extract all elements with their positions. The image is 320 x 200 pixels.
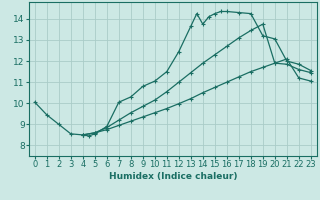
X-axis label: Humidex (Indice chaleur): Humidex (Indice chaleur)	[108, 172, 237, 181]
